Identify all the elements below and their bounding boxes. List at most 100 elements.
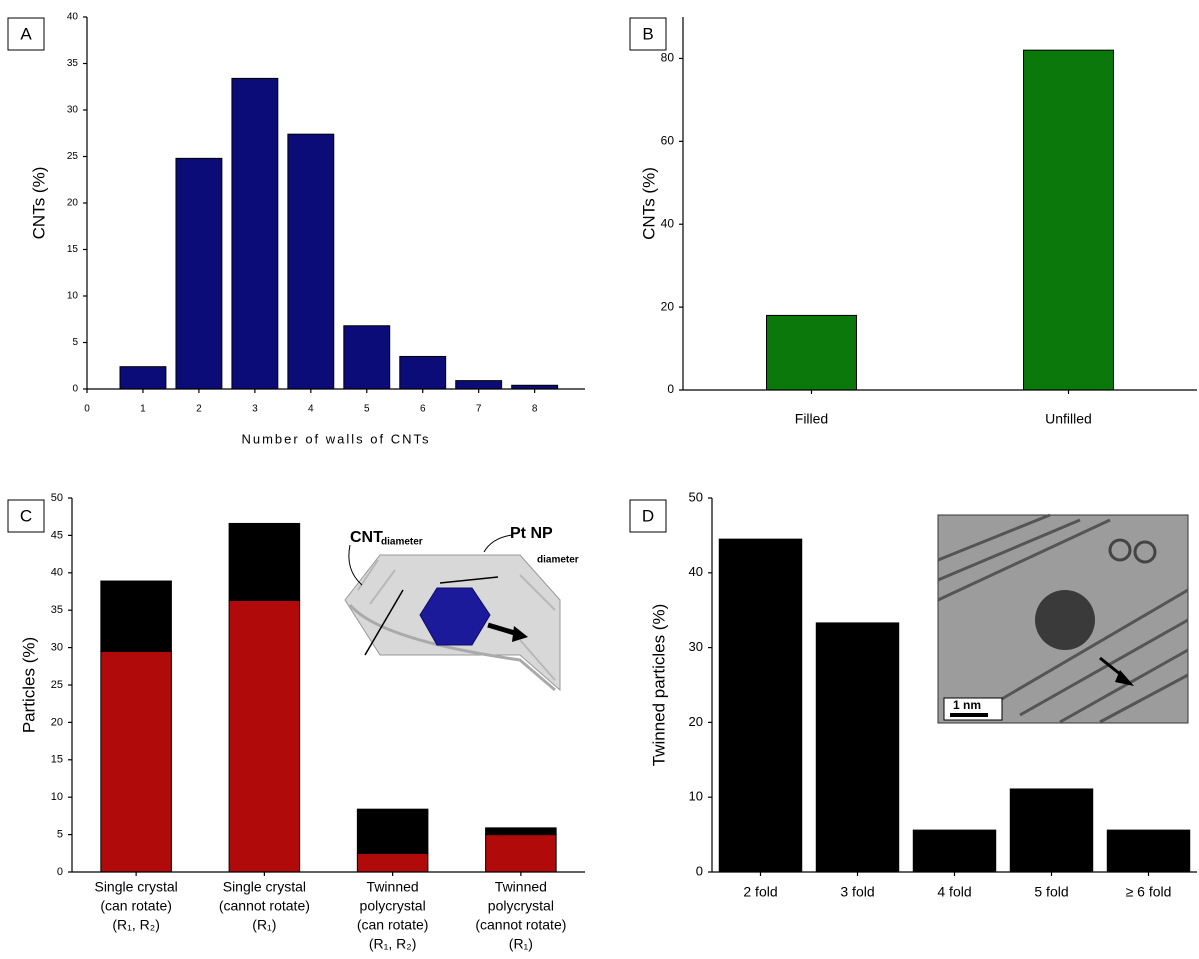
bar-segment [485, 834, 557, 873]
bar [231, 77, 279, 390]
x-tick-label: Twinned [495, 879, 547, 895]
y-tick-label: 15 [51, 754, 63, 766]
bar [1106, 829, 1191, 873]
annotation: Pt NP [510, 525, 553, 542]
x-tick-label: 4 fold [937, 884, 971, 900]
x-tick-label: 0 [84, 404, 90, 415]
y-tick-label: 20 [51, 716, 63, 728]
x-tick-label: (cannot rotate) [219, 898, 310, 914]
x-tick-label: 6 [420, 404, 426, 415]
x-tick-label: 2 fold [743, 884, 777, 900]
bar-segment [228, 522, 301, 601]
annotation: 1 nm [953, 698, 981, 712]
y-tick-label: 40 [67, 12, 79, 23]
y-tick-label: 20 [67, 198, 79, 209]
x-tick-label: Unfilled [1045, 411, 1092, 427]
y-tick-label: 0 [667, 382, 674, 396]
x-tick-label: 3 [252, 404, 258, 415]
y-tick-label: 50 [689, 489, 703, 504]
y-tick-label: 10 [67, 291, 79, 302]
panel-label: B [642, 24, 653, 43]
panel-label-box [7, 499, 45, 533]
y-tick-label: 45 [51, 529, 63, 541]
y-tick-label: 40 [689, 564, 703, 579]
y-tick-label: 10 [51, 791, 63, 803]
y-tick-label: 40 [661, 216, 675, 230]
bar [287, 133, 335, 390]
bar-segment [100, 650, 172, 873]
bar [343, 325, 391, 390]
y-tick-label: 10 [689, 789, 703, 804]
bar-segment [485, 827, 557, 836]
bar [912, 829, 997, 873]
x-tick-label: 3 fold [840, 884, 874, 900]
y-tick-label: 60 [661, 134, 675, 148]
y-tick-label: 0 [72, 384, 78, 395]
x-tick-label: Single crystal [223, 879, 306, 895]
bar [1009, 788, 1094, 873]
y-axis-label: CNTs (%) [639, 167, 658, 240]
bar-segment [228, 599, 301, 873]
y-tick-label: 0 [696, 863, 703, 878]
y-tick-label: 50 [51, 492, 63, 504]
x-tick-label: (R₁) [509, 936, 533, 952]
tem-inset [937, 513, 1189, 724]
panel-label: A [20, 24, 32, 43]
y-tick-label: 20 [661, 299, 675, 313]
y-axis-label: CNTs (%) [29, 167, 48, 240]
annotation: diameter [537, 555, 579, 566]
x-tick-label: (R₁, R₂) [369, 936, 416, 952]
y-tick-label: 15 [67, 244, 79, 255]
annotation: diameter [381, 537, 423, 548]
x-tick-label: 7 [476, 404, 482, 415]
bar [1023, 49, 1114, 391]
bar [455, 380, 503, 390]
x-tick-label: Single crystal [94, 879, 177, 895]
y-tick-label: 40 [51, 567, 63, 579]
annotation: CNT [350, 529, 383, 546]
panel-label: C [20, 506, 32, 525]
x-tick-label: 5 [364, 404, 370, 415]
nanotube-inset [344, 534, 561, 692]
x-tick-label: (R₁) [252, 917, 276, 933]
bar-segment [356, 852, 429, 873]
y-tick-label: 30 [689, 639, 703, 654]
y-tick-label: 80 [661, 51, 675, 65]
bar [766, 314, 857, 391]
y-tick-label: 25 [51, 679, 63, 691]
bar [399, 355, 447, 390]
x-tick-label: (can rotate) [100, 898, 172, 914]
y-tick-label: 30 [51, 642, 63, 654]
y-axis-label: Twinned particles (%) [649, 604, 668, 767]
y-tick-label: 20 [689, 714, 703, 729]
y-tick-label: 0 [57, 866, 63, 878]
y-tick-label: 30 [67, 105, 79, 116]
x-tick-label: (can rotate) [357, 917, 429, 933]
bar [815, 622, 900, 873]
bar [718, 538, 803, 873]
x-tick-label: (R₁, R₂) [112, 917, 159, 933]
panel-label-box [629, 499, 667, 533]
x-tick-label: ≥ 6 fold [1126, 884, 1172, 900]
bar [119, 366, 167, 390]
y-tick-label: 25 [67, 151, 79, 162]
panel-label: D [642, 506, 654, 525]
bar [175, 157, 223, 390]
bar-segment [356, 808, 429, 854]
y-tick-label: 5 [57, 829, 63, 841]
x-tick-label: Twinned [367, 879, 419, 895]
panel-label-box [7, 17, 45, 51]
panel-label-box [629, 17, 667, 51]
y-tick-label: 5 [72, 337, 78, 348]
y-axis-label: Particles (%) [19, 637, 38, 733]
x-tick-label: (cannot rotate) [475, 917, 566, 933]
x-tick-label: 1 [140, 404, 146, 415]
x-tick-label: polycrystal [360, 898, 426, 914]
y-tick-label: 35 [67, 58, 79, 69]
x-axis-label: Number of walls of CNTs [241, 431, 430, 446]
bar-segment [100, 580, 172, 652]
x-tick-label: 4 [308, 404, 314, 415]
x-tick-label: Filled [795, 411, 828, 427]
x-tick-label: polycrystal [488, 898, 554, 914]
